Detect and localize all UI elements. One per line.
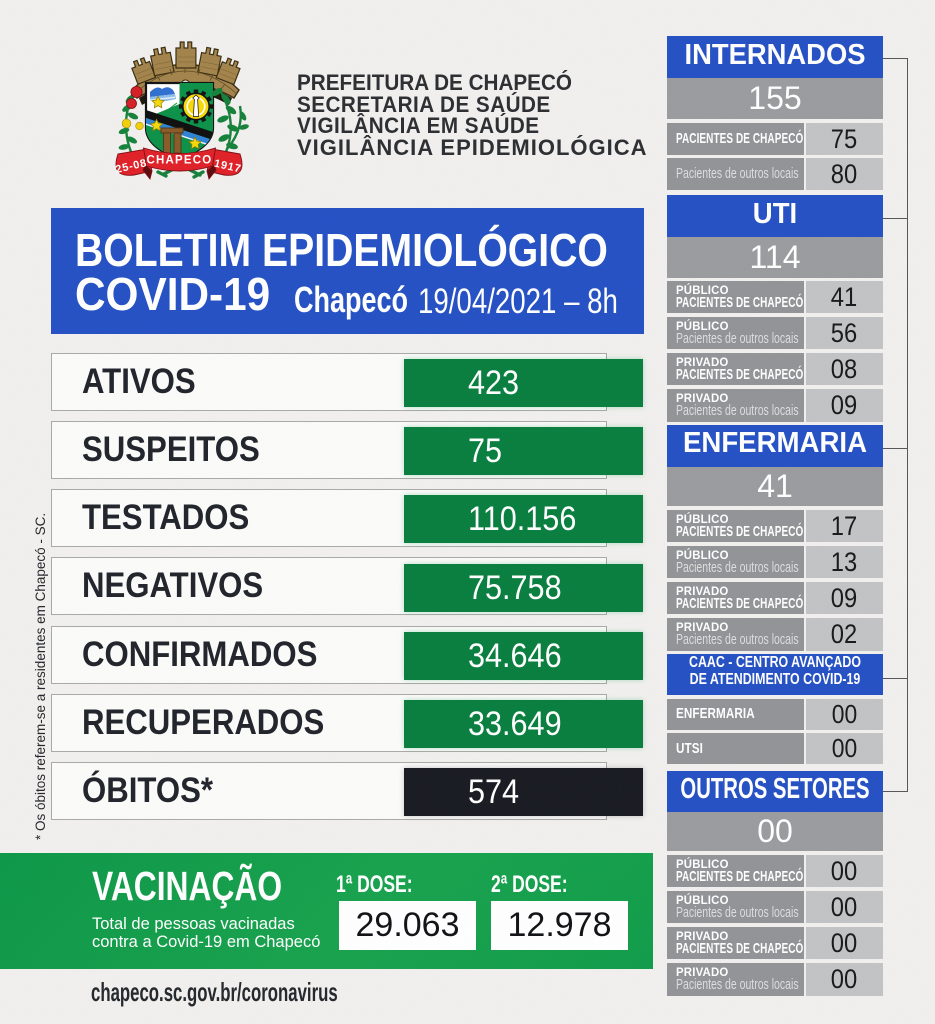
svg-text:CHAPECO: CHAPECO bbox=[147, 155, 213, 167]
